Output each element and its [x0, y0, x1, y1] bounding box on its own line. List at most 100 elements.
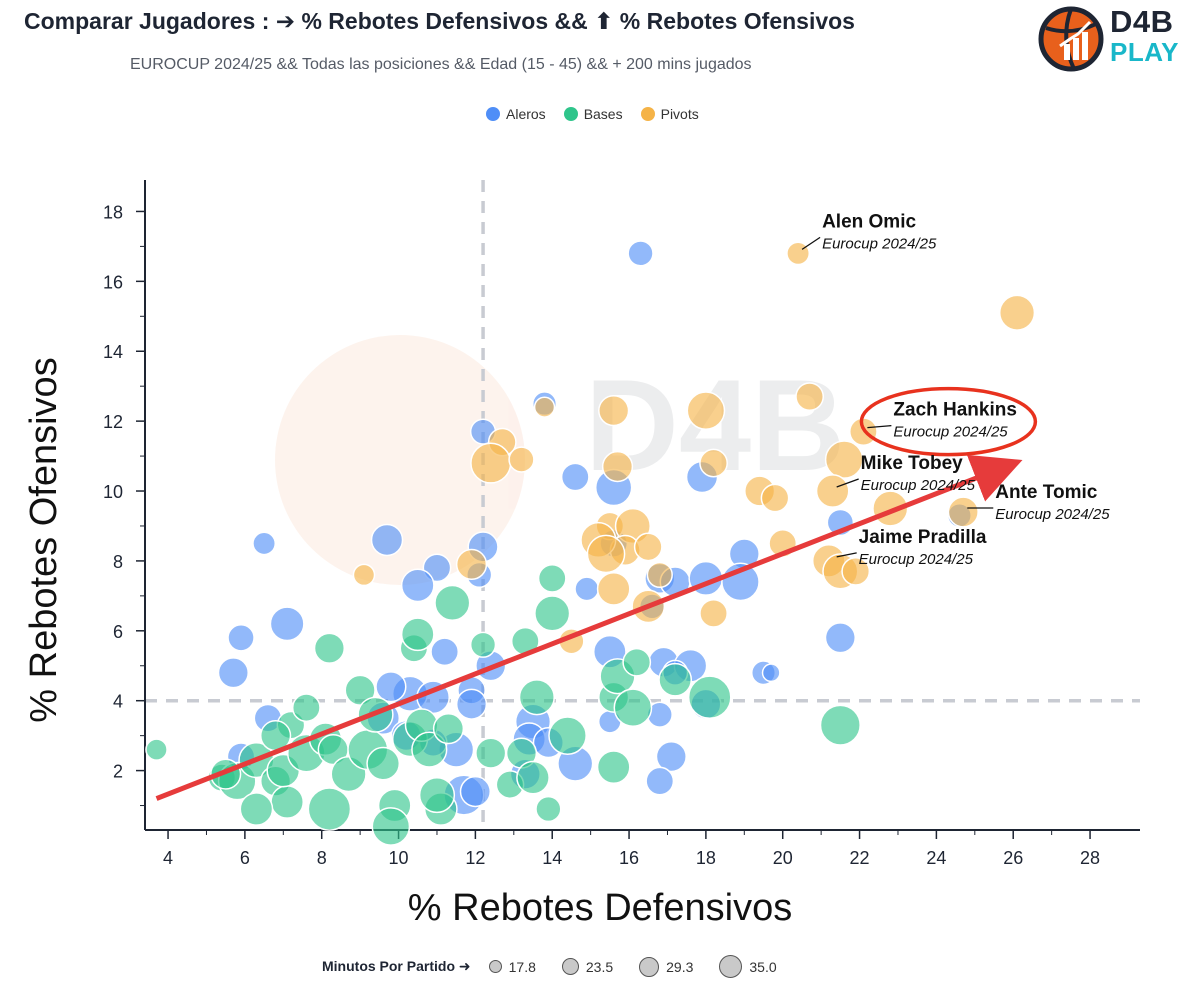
- data-point-bases: [687, 675, 732, 720]
- data-point-bases: [307, 787, 352, 831]
- x-tick-label: 12: [465, 848, 485, 868]
- data-point-bases: [411, 731, 448, 768]
- x-tick-label: 10: [389, 848, 409, 868]
- data-point-bases: [291, 693, 321, 723]
- player-season-label: Eurocup 2024/25: [822, 235, 937, 252]
- y-tick-label: 8: [113, 552, 123, 572]
- data-point-bases: [475, 737, 507, 769]
- data-point-aleros: [655, 740, 687, 773]
- highlight-ellipse: [859, 386, 1038, 457]
- legend-swatch-aleros: [486, 107, 500, 121]
- player-season-label: Eurocup 2024/25: [893, 424, 1008, 441]
- data-point-bases: [535, 795, 562, 823]
- data-point-pivots: [601, 450, 634, 483]
- data-point-bases: [516, 760, 550, 795]
- data-point-aleros: [269, 606, 305, 642]
- player-name-label: Mike Tobey: [861, 453, 963, 474]
- x-tick-label: 16: [619, 848, 639, 868]
- data-point-aleros: [430, 637, 460, 667]
- legend-item-bases[interactable]: Bases: [563, 106, 623, 122]
- data-point-pivots: [586, 534, 626, 574]
- size-legend-item: 29.3: [639, 956, 694, 977]
- size-circle-icon: [561, 958, 579, 975]
- chart-subtitle: EUROCUP 2024/25 && Todas las posiciones …: [130, 56, 752, 73]
- data-point-bases: [658, 662, 693, 697]
- data-point-aleros: [645, 766, 675, 796]
- size-legend-value: 17.8: [508, 958, 536, 975]
- data-point-pivots: [699, 598, 728, 628]
- y-tick-label: 18: [103, 202, 123, 222]
- x-tick-label: 8: [317, 848, 327, 868]
- legend-swatch-pivots: [640, 107, 655, 121]
- y-tick-label: 4: [113, 692, 123, 712]
- size-legend-value: 29.3: [666, 958, 694, 975]
- series-legend: Aleros Bases Pivots: [486, 106, 699, 122]
- x-tick-label: 4: [163, 848, 173, 868]
- data-point-pivots: [760, 483, 790, 513]
- data-point-pivots: [508, 446, 535, 473]
- data-point-bases: [239, 792, 274, 826]
- data-point-bases: [145, 738, 168, 761]
- data-point-bases: [434, 584, 471, 621]
- size-circle-icon: [488, 960, 502, 973]
- size-legend-item: 35.0: [719, 955, 777, 978]
- data-point-pivots: [795, 382, 825, 412]
- data-point-pivots: [686, 391, 726, 430]
- data-point-aleros: [370, 523, 404, 557]
- y-tick-label: 10: [103, 482, 123, 502]
- legend-swatch-bases: [563, 107, 578, 121]
- size-legend-value: 35.0: [749, 958, 777, 975]
- chart-title: Comparar Jugadores : ➔ % Rebotes Defensi…: [24, 8, 855, 34]
- data-point-bases: [366, 746, 401, 781]
- data-point-pivots: [824, 440, 864, 479]
- watermark-logo: D4B: [275, 335, 845, 585]
- y-tick-label: 16: [103, 272, 123, 292]
- y-tick-label: 14: [103, 342, 123, 362]
- data-point-pivots: [947, 496, 979, 528]
- data-point-aleros: [227, 624, 255, 652]
- player-season-label: Eurocup 2024/25: [859, 551, 974, 568]
- y-tick-label: 2: [113, 762, 123, 782]
- data-point-bases: [613, 688, 653, 728]
- size-circle-icon: [639, 956, 660, 977]
- data-point-bases: [596, 750, 631, 784]
- x-tick-label: 28: [1080, 848, 1100, 868]
- data-point-aleros: [400, 568, 435, 603]
- data-point-pivots: [596, 572, 631, 606]
- legend-label-bases: Bases: [583, 106, 623, 122]
- annotation-leader-line: [801, 236, 821, 250]
- data-point-bases: [534, 595, 571, 632]
- data-point-pivots: [998, 294, 1036, 331]
- data-point-aleros: [252, 531, 277, 556]
- data-point-bases: [313, 632, 346, 664]
- data-point-bases: [371, 807, 411, 846]
- data-point-bases: [548, 716, 587, 755]
- y-axis-label: % Rebotes Ofensivos: [23, 357, 65, 722]
- x-tick-label: 18: [696, 848, 716, 868]
- data-point-aleros: [455, 688, 488, 720]
- data-point-bases: [270, 785, 305, 819]
- data-point-pivots: [598, 395, 630, 427]
- legend-item-aleros[interactable]: Aleros: [486, 106, 546, 122]
- legend-label-pivots: Pivots: [660, 106, 699, 122]
- annotation-leader-line: [836, 552, 857, 558]
- data-point-bases: [432, 713, 465, 745]
- x-tick-label: 22: [850, 848, 870, 868]
- logo-text-d4b: D4B: [1110, 4, 1174, 39]
- data-point-bases: [418, 776, 456, 814]
- data-point-bases: [537, 563, 567, 593]
- size-legend-value: 23.5: [585, 958, 614, 975]
- player-season-label: Eurocup 2024/25: [861, 477, 976, 494]
- trend-arrow: [155, 454, 1023, 801]
- data-point-aleros: [574, 576, 600, 602]
- x-tick-label: 20: [773, 848, 793, 868]
- y-tick-label: 12: [103, 412, 123, 432]
- data-point-pivots: [786, 241, 810, 266]
- x-tick-label: 6: [240, 848, 250, 868]
- legend-item-pivots[interactable]: Pivots: [640, 106, 699, 122]
- player-season-label: Eurocup 2024/25: [995, 506, 1110, 523]
- data-point-bases: [622, 647, 652, 677]
- d4b-play-logo: D4B PLAY: [1038, 4, 1188, 74]
- data-point-pivots: [646, 561, 673, 589]
